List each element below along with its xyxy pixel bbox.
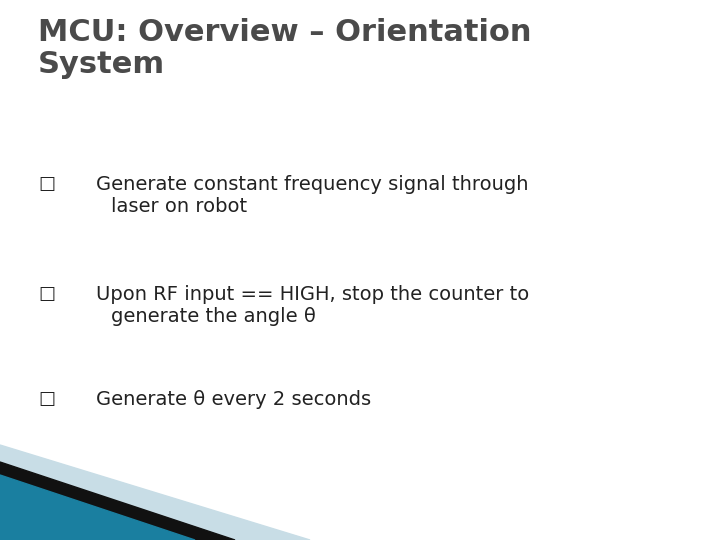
Text: □: □ <box>38 285 55 303</box>
Text: laser on robot: laser on robot <box>111 197 247 216</box>
Polygon shape <box>0 475 195 540</box>
Text: MCU: Overview – Orientation
System: MCU: Overview – Orientation System <box>38 18 531 79</box>
Polygon shape <box>0 462 235 540</box>
Text: □: □ <box>38 175 55 193</box>
Polygon shape <box>0 445 310 540</box>
Text: generate the angle θ: generate the angle θ <box>111 307 316 326</box>
Text: Generate constant frequency signal through: Generate constant frequency signal throu… <box>96 175 528 194</box>
Text: Generate θ every 2 seconds: Generate θ every 2 seconds <box>96 390 371 409</box>
Text: Upon RF input == HIGH, stop the counter to: Upon RF input == HIGH, stop the counter … <box>96 285 529 304</box>
Text: □: □ <box>38 390 55 408</box>
